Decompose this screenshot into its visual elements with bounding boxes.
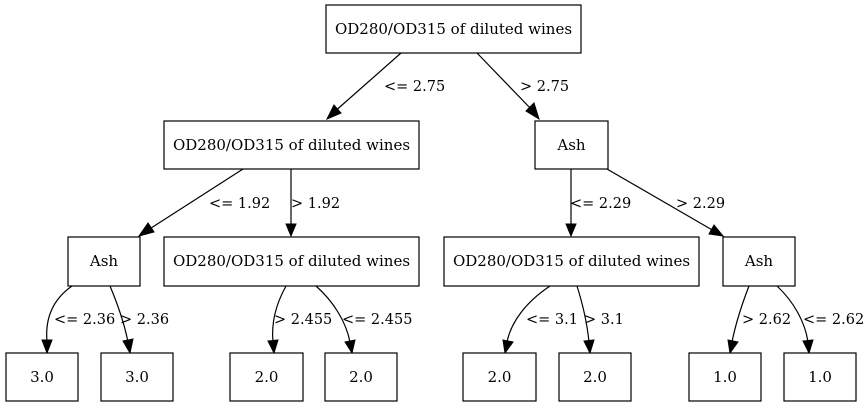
edge-rl-leaf5 <box>502 285 551 355</box>
leaf-3: 2.0 <box>229 352 304 402</box>
edge-label-lr-leaf3: > 2.455 <box>274 312 332 328</box>
leaf-8: 1.0 <box>783 352 857 402</box>
node-lr-label: OD280/OD315 of diluted wines <box>173 252 410 270</box>
edge-label-rl-leaf5: <= 3.1 <box>526 312 578 328</box>
edge-label-right-rr: > 2.29 <box>676 196 725 212</box>
edge-rl-leaf6 <box>576 285 595 355</box>
edge-label-lr-leaf4: <= 2.455 <box>342 312 412 328</box>
leaf-1-label: 3.0 <box>30 368 54 386</box>
leaf-3-label: 2.0 <box>255 368 279 386</box>
edge-label-rr-leaf7: > 2.62 <box>742 312 791 328</box>
leaf-2-label: 3.0 <box>125 368 149 386</box>
node-left: OD280/OD315 of diluted wines <box>163 120 420 170</box>
edge-ll-leaf1 <box>41 285 73 355</box>
edge-label-right-rl: <= 2.29 <box>570 196 631 212</box>
leaf-5: 2.0 <box>462 352 537 402</box>
leaf-6-label: 2.0 <box>583 368 607 386</box>
edge-label-root-left: <= 2.75 <box>384 79 445 95</box>
edge-right-rl <box>565 169 577 238</box>
leaf-1: 3.0 <box>5 352 79 402</box>
node-ll: Ash <box>67 236 141 287</box>
node-right: Ash <box>534 120 609 170</box>
leaf-7: 1.0 <box>688 352 762 402</box>
edge-left-lr <box>285 169 297 238</box>
leaf-4-label: 2.0 <box>349 368 373 386</box>
node-rr: Ash <box>722 236 796 287</box>
leaf-2: 3.0 <box>100 352 174 402</box>
leaf-5-label: 2.0 <box>488 368 512 386</box>
edge-label-root-right: > 2.75 <box>520 79 569 95</box>
edge-label-ll-leaf1: <= 2.36 <box>54 312 115 328</box>
node-lr: OD280/OD315 of diluted wines <box>163 236 420 287</box>
node-ll-label: Ash <box>89 252 119 270</box>
edge-rr-leaf7 <box>727 285 750 355</box>
edge-ll-leaf2 <box>109 285 134 355</box>
node-left-label: OD280/OD315 of diluted wines <box>173 136 410 154</box>
node-rr-label: Ash <box>744 252 774 270</box>
edge-right-rr <box>606 168 725 237</box>
node-right-label: Ash <box>556 136 586 154</box>
leaf-6: 2.0 <box>558 352 632 402</box>
node-rl-label: OD280/OD315 of diluted wines <box>453 252 690 270</box>
edge-lr-leaf3 <box>267 285 287 355</box>
edge-label-ll-leaf2: > 2.36 <box>120 312 169 328</box>
edge-root-right <box>476 52 540 121</box>
leaf-4: 2.0 <box>324 352 398 402</box>
edge-label-rl-leaf6: > 3.1 <box>584 312 624 328</box>
node-rl: OD280/OD315 of diluted wines <box>443 236 700 287</box>
leaf-7-label: 1.0 <box>713 368 737 386</box>
edge-rr-leaf8 <box>776 285 814 355</box>
edge-lr-leaf4 <box>315 285 356 355</box>
edge-label-rr-leaf8: <= 2.62 <box>803 312 864 328</box>
edge-label-left-ll: <= 1.92 <box>209 196 270 212</box>
leaf-8-label: 1.0 <box>808 368 832 386</box>
edge-left-ll <box>137 168 244 237</box>
edge-root-left <box>325 52 402 120</box>
node-root-label: OD280/OD315 of diluted wines <box>335 20 572 38</box>
edge-label-left-lr: > 1.92 <box>291 196 340 212</box>
node-root: OD280/OD315 of diluted wines <box>325 4 582 54</box>
